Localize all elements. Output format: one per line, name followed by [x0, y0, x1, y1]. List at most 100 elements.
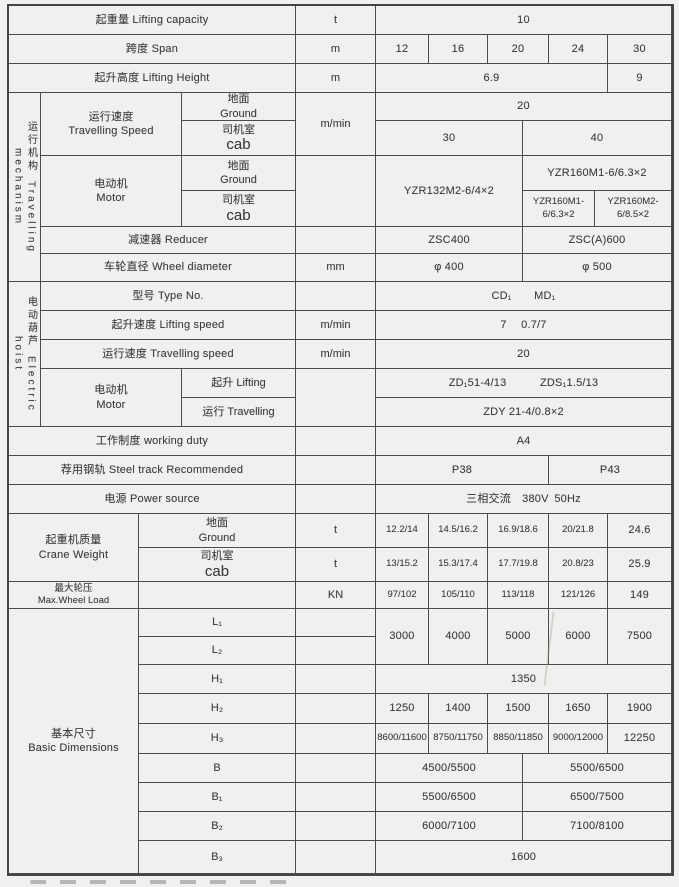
dim-B2-sub: B₂	[139, 812, 296, 841]
max-wheel-load-label: 最大轮压 Max.Wheel Load	[9, 582, 139, 609]
travelling-speed-label: 运行速度 Travelling Speed	[41, 93, 182, 156]
working-duty-label-text: 工作制度 working duty	[95, 434, 209, 447]
wheel-diameter-unit-text: mm	[326, 261, 345, 274]
travel-motor-value-right-cab1-text: YZR160M1-6/6.3×2	[532, 196, 585, 220]
crane-weight-ground-sub: 地面 Ground	[139, 514, 296, 548]
hoist-motor-travelling-value-text: ZDY 21-4/0.8×2	[483, 405, 564, 418]
dim-B3-unit	[296, 841, 376, 874]
dim-H3-12-text: 8600/11600	[377, 732, 427, 744]
dim-B1-right-text: 6500/7500	[570, 790, 624, 803]
travelling-speed-cab-sub-text: 司机室	[222, 123, 255, 136]
hoist-motor-unit	[296, 369, 376, 427]
dim-H2-sub-text: H₂	[210, 702, 224, 715]
section-electric-hoist: 电动葫芦 Electric hoist	[9, 282, 41, 427]
dim-B-left: 4500/5500	[376, 754, 523, 783]
dim-L-24: 6000	[549, 609, 608, 665]
span-value-12: 12	[376, 35, 429, 64]
travelling-speed-ground-sub: 地面 Ground	[182, 93, 296, 121]
dim-B-unit	[296, 754, 376, 783]
dim-H2-24: 1650	[549, 694, 608, 724]
hoist-lifting-speed-unit: m/min	[296, 311, 376, 340]
steel-track-value-right-text: P43	[599, 463, 621, 476]
dim-L1-unit	[296, 609, 376, 637]
crane-weight-cab-16-text: 15.3/17.4	[438, 558, 478, 570]
lifting-capacity-value-text: 10	[517, 13, 530, 26]
lifting-height-unit: m	[296, 64, 376, 93]
dim-B-sub: B	[139, 754, 296, 783]
hoist-motor-lifting-value-text: ZD₁51-4/13 ZDS₁1.5/13	[448, 376, 599, 389]
wheel-diameter-value-left-text: φ 400	[434, 261, 464, 274]
travel-motor-label-text: 电动机 Motor	[94, 177, 128, 204]
working-duty-label: 工作制度 working duty	[9, 427, 296, 456]
dim-B-left-text: 4500/5500	[422, 761, 476, 774]
steel-track-value-left: P38	[376, 456, 549, 485]
crane-weight-cab-sub-text: 司机室	[200, 550, 234, 563]
dim-L-12: 3000	[376, 609, 429, 665]
dim-H2-unit	[296, 694, 376, 724]
power-source-value: 三相交流 380V 50Hz	[376, 485, 672, 514]
span-value-16-text: 16	[451, 42, 465, 55]
travelling-speed-cab-value-right: 40	[523, 121, 672, 156]
span-value-16: 16	[429, 35, 488, 64]
hoist-motor-label-text: 电动机 Motor	[94, 384, 128, 411]
hoist-motor-lifting-sub: 起升 Lifting	[182, 369, 296, 398]
crane-weight-ground-24-text: 20/21.8	[562, 524, 594, 536]
hoist-travelling-speed-unit-text: m/min	[320, 347, 351, 360]
span-unit: m	[296, 35, 376, 64]
hoist-motor-travelling-sub-text: 运行 Travelling	[202, 405, 275, 418]
hoist-travelling-speed-label-text: 运行速度 Travelling speed	[102, 347, 234, 360]
crane-weight-ground-12: 12.2/14	[376, 514, 429, 548]
travelling-speed-unit: m/min	[296, 93, 376, 156]
wheel-diameter-value-right-text: φ 500	[582, 261, 612, 274]
max-wheel-load-unit-text: KN	[327, 588, 344, 601]
crane-weight-ground-20-text: 16.9/18.6	[498, 524, 538, 536]
dim-H3-24-text: 9000/12000	[552, 732, 604, 744]
travelling-speed-cab-sub: 司机室 cab	[182, 121, 296, 156]
crane-weight-cab-unit-text: t	[333, 558, 338, 571]
span-value-24: 24	[549, 35, 608, 64]
crane-weight-ground-unit-text: t	[333, 524, 338, 537]
type-no-value-text: CD₁ MD₁	[491, 289, 556, 302]
spec-table: 起重量 Lifting capacity t 10 跨度 Span m 12 16 20 24 3…	[7, 4, 674, 876]
steel-track-value-right: P43	[549, 456, 672, 485]
hoist-lifting-speed-label-text: 起升速度 Lifting speed	[111, 318, 225, 331]
power-source-value-text: 三相交流 380V 50Hz	[466, 492, 581, 505]
dim-H2-12-text: 1250	[389, 702, 415, 715]
reducer-value-right: ZSC(A)600	[523, 227, 672, 254]
travel-motor-value-right-top: YZR160M1-6/6.3×2	[523, 156, 672, 191]
travel-motor-label: 电动机 Motor	[41, 156, 182, 227]
dim-L2-unit	[296, 637, 376, 665]
travel-motor-cab-sub-text: 司机室	[222, 194, 255, 207]
reducer-value-left: ZSC400	[376, 227, 523, 254]
dim-B2-left-text: 6000/7100	[422, 819, 476, 832]
dim-H3-sub-text: H₃	[210, 732, 224, 745]
dim-H2-sub: H₂	[139, 694, 296, 724]
hoist-motor-label: 电动机 Motor	[41, 369, 182, 427]
crane-weight-cab-12: 13/15.2	[376, 548, 429, 582]
hoist-travelling-speed-label: 运行速度 Travelling speed	[41, 340, 296, 369]
travel-motor-value-right-cab2: YZR160M2-6/8.5×2	[595, 191, 672, 227]
crane-weight-cab-30-text: 25.9	[628, 558, 651, 571]
max-wheel-load-20-text: 113/118	[501, 588, 535, 600]
dim-H3-20-text: 8850/11850	[493, 732, 543, 744]
dim-H1-unit	[296, 665, 376, 694]
crane-weight-cab-sub-text2: cab	[204, 562, 230, 580]
lifting-capacity-unit-text: t	[333, 13, 338, 26]
wheel-diameter-unit: mm	[296, 254, 376, 282]
dim-H3-16: 8750/11750	[429, 724, 488, 754]
max-wheel-load-24: 121/126	[549, 582, 608, 609]
dim-B1-left: 5500/6500	[376, 783, 523, 812]
crane-weight-label-text: 起重机质量 Crane Weight	[38, 534, 109, 561]
dim-L-20-text: 5000	[505, 630, 531, 643]
working-duty-value: A4	[376, 427, 672, 456]
wheel-diameter-value-right: φ 500	[523, 254, 672, 282]
span-value-30-text: 30	[633, 42, 646, 55]
max-wheel-load-16: 105/110	[429, 582, 488, 609]
dim-H1-value-text: 1350	[510, 672, 537, 685]
type-no-unit	[296, 282, 376, 311]
dim-H3-unit	[296, 724, 376, 754]
travelling-speed-ground-value: 20	[376, 93, 672, 121]
hoist-travelling-speed-unit: m/min	[296, 340, 376, 369]
dim-B3-sub: B₃	[139, 841, 296, 874]
lifting-capacity-label-text: 起重量 Lifting capacity	[95, 13, 209, 26]
